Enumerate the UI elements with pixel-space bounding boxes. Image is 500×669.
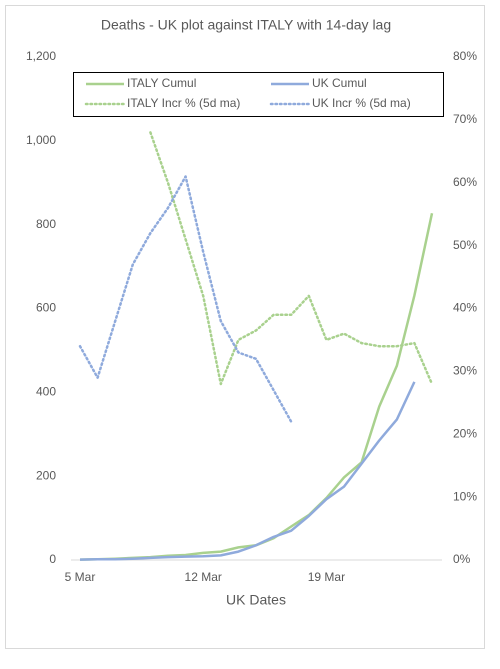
x-tick-label: 5 Mar xyxy=(65,570,96,584)
y2-tick-label: 0% xyxy=(453,552,471,566)
y2-tick-label: 60% xyxy=(453,175,477,189)
y2-tick-label: 10% xyxy=(453,489,477,503)
y-tick-label: 600 xyxy=(36,301,56,315)
legend-label: ITALY Incr % (5d ma) xyxy=(127,96,240,110)
legend-label: ITALY Cumul xyxy=(127,76,196,90)
chart-title: Deaths - UK plot against ITALY with 14-d… xyxy=(101,17,391,33)
legend-label: UK Incr % (5d ma) xyxy=(312,96,411,110)
x-tick-label: 12 Mar xyxy=(185,570,222,584)
legend-box xyxy=(73,72,444,117)
series-line xyxy=(78,175,293,423)
y-tick-label: 200 xyxy=(36,468,56,482)
y-tick-label: 0 xyxy=(49,552,56,566)
y2-tick-label: 80% xyxy=(453,49,477,63)
y2-tick-label: 30% xyxy=(453,364,477,378)
series-line xyxy=(149,131,434,386)
y-tick-label: 1,000 xyxy=(26,133,56,147)
x-axis-label: UK Dates xyxy=(226,592,286,608)
y-tick-label: 800 xyxy=(36,217,56,231)
legend-label: UK Cumul xyxy=(312,76,367,90)
y2-tick-label: 50% xyxy=(453,238,477,252)
y2-tick-label: 20% xyxy=(453,426,477,440)
series-line xyxy=(79,381,416,561)
y-tick-label: 400 xyxy=(36,385,56,399)
y2-tick-label: 40% xyxy=(453,301,477,315)
y2-tick-label: 70% xyxy=(453,112,477,126)
x-tick-label: 19 Mar xyxy=(308,570,345,584)
y-tick-label: 1,200 xyxy=(26,49,56,63)
